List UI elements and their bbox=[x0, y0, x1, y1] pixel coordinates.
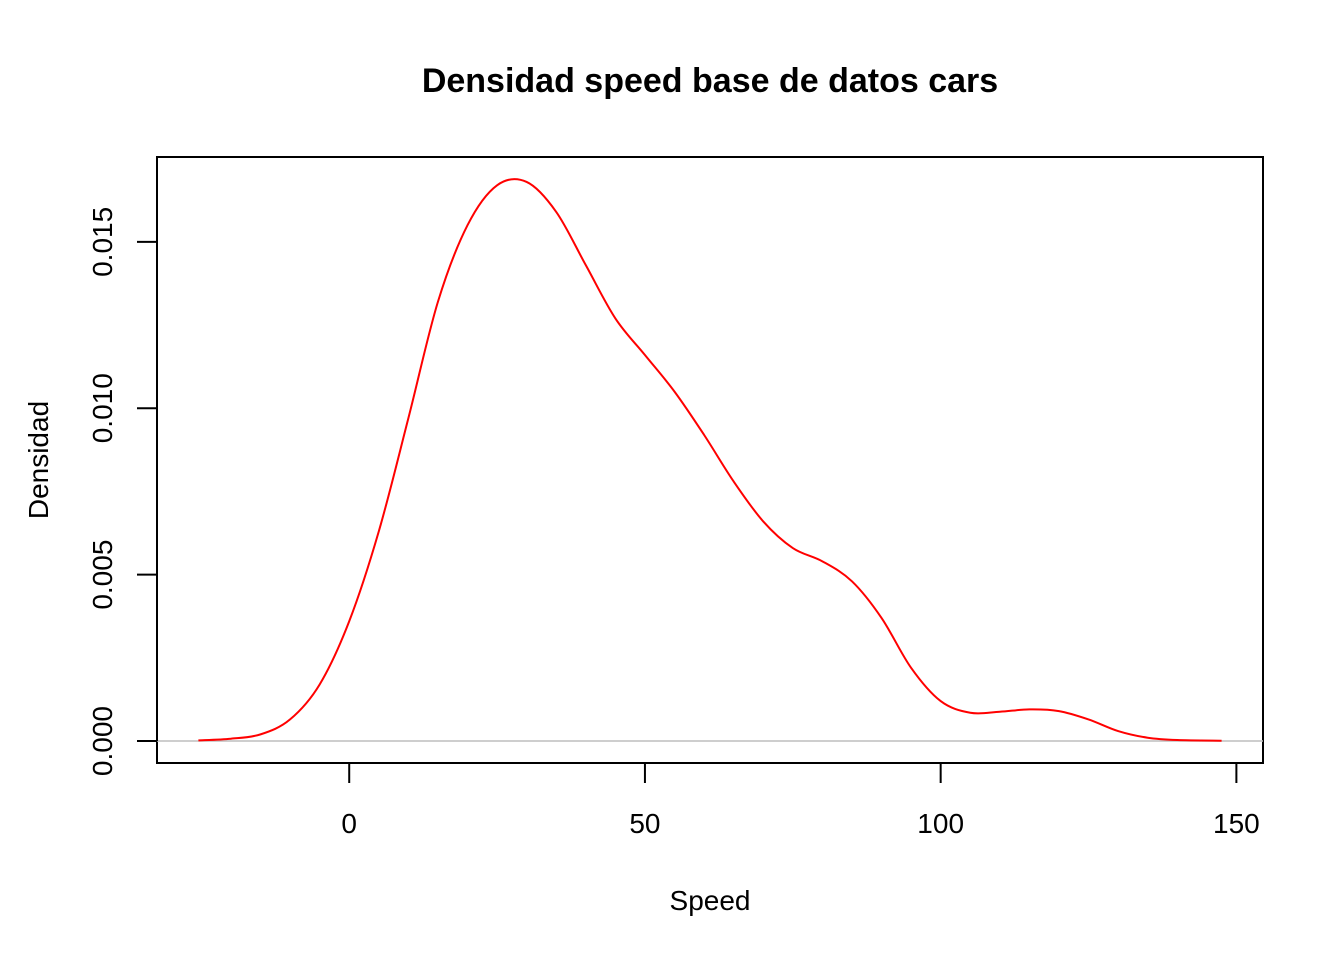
x-axis: 0 50 100 150 bbox=[341, 762, 1260, 839]
y-tick-label: 0.000 bbox=[87, 706, 118, 776]
x-axis-label: Speed bbox=[670, 885, 751, 916]
chart-title: Densidad speed base de datos cars bbox=[422, 62, 998, 100]
y-tick-label: 0.010 bbox=[87, 373, 118, 443]
plot-frame bbox=[156, 156, 1264, 764]
y-axis: 0.000 0.005 0.010 0.015 bbox=[87, 207, 158, 776]
density-curve bbox=[198, 178, 1222, 742]
x-tick-label: 150 bbox=[1213, 808, 1260, 839]
y-tick-label: 0.015 bbox=[87, 207, 118, 277]
y-axis-label: Densidad bbox=[23, 401, 54, 519]
y-tick-label: 0.005 bbox=[87, 540, 118, 610]
x-tick-label: 50 bbox=[629, 808, 660, 839]
x-tick-label: 100 bbox=[917, 808, 964, 839]
x-tick-label: 0 bbox=[341, 808, 357, 839]
